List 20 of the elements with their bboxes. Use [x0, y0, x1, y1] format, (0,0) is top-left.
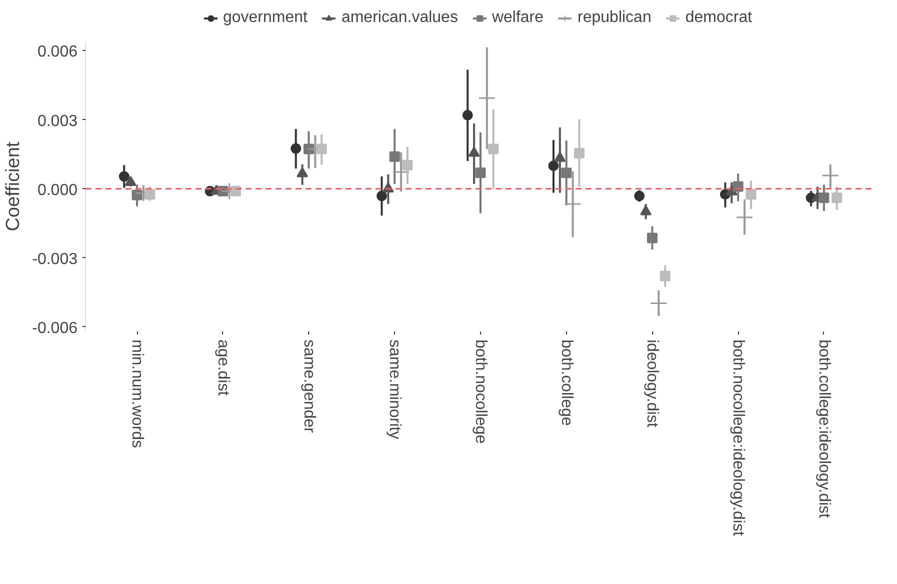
x-tick-label: both.nocollege:ideology.dist: [730, 340, 747, 536]
y-tick-label: 0.000: [37, 182, 78, 199]
x-tick-label: min.num.words: [128, 340, 146, 448]
x-tick-label: same.gender: [300, 340, 318, 434]
legend-label: welfare: [492, 9, 544, 27]
x-tick-label: both.college: [558, 340, 575, 426]
y-tick-label: 0.003: [37, 112, 78, 130]
y-tick-label: -0.003: [32, 250, 78, 268]
legend-label: government: [222, 9, 308, 27]
y-axis-title: Coefficient: [3, 141, 24, 232]
x-tick-label: ideology.dist: [644, 340, 661, 428]
x-tick-label: same.minority: [386, 340, 404, 440]
legend-label: american.values: [341, 9, 458, 27]
x-tick-label: age.dist: [214, 340, 232, 396]
y-tick-label: 0.006: [37, 44, 78, 61]
x-tick-label: both.college:ideology.dist: [815, 340, 832, 519]
y-tick-label: -0.006: [32, 320, 78, 337]
legend-label: democrat: [685, 9, 752, 27]
x-tick-label: both.nocollege: [472, 340, 489, 444]
legend-label: republican: [578, 9, 652, 27]
